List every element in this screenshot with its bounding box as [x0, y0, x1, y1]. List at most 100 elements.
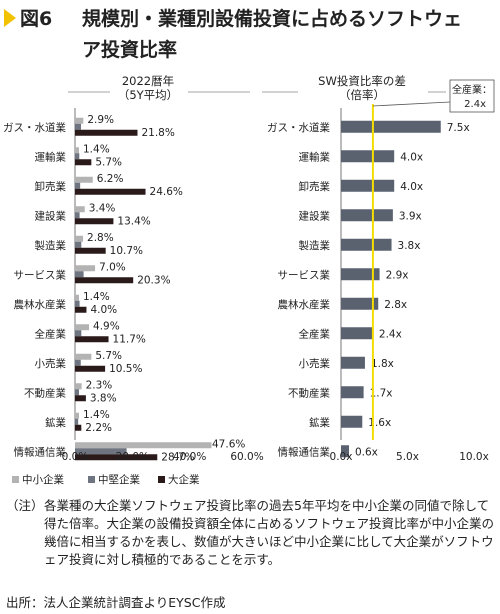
- reference-callout-value: 2.4x: [464, 99, 486, 110]
- left-bar-large: [75, 365, 106, 372]
- right-category-label: 情報通信業: [278, 445, 331, 458]
- ratio-value-label: 2.4x: [379, 328, 402, 340]
- left-bar-small: [75, 176, 93, 183]
- left-bar-large: [75, 218, 114, 225]
- ratio-bar: [341, 445, 349, 458]
- left-bar-small: [75, 206, 85, 213]
- left-value-label-large: 3.8%: [90, 392, 117, 404]
- left-category-label: 建設業: [35, 209, 67, 222]
- left-bar-mid: [75, 271, 84, 278]
- left-category-label: 運輸業: [35, 150, 67, 163]
- left-value-label-small: 2.9%: [87, 114, 114, 126]
- ratio-bar: [341, 209, 393, 222]
- ratio-value-label: 0.6x: [355, 446, 378, 458]
- figure-number: 図6: [20, 8, 53, 30]
- legend-swatch: [12, 476, 19, 483]
- figure-title-line2: ア投資比率: [82, 39, 178, 61]
- ratio-value-label: 7.5x: [447, 122, 470, 134]
- right-category-label: 鉱業: [309, 416, 330, 429]
- left-value-label-large: 24.6%: [150, 186, 183, 198]
- left-x-tick-label: 60.0%: [230, 451, 263, 463]
- left-value-label-small: 1.4%: [83, 409, 110, 421]
- left-bar-large: [75, 454, 158, 461]
- left-value-label-large: 10.5%: [109, 363, 142, 375]
- left-bar-small: [75, 383, 82, 390]
- ratio-value-label: 4.0x: [400, 151, 423, 163]
- ratio-bar: [341, 415, 363, 428]
- right-category-label: サービス業: [278, 268, 331, 281]
- ratio-value-label: 1.8x: [371, 358, 394, 370]
- legend-label: 中小企業: [22, 473, 64, 486]
- left-value-label-small: 5.7%: [95, 350, 122, 362]
- left-bar-mid: [75, 359, 81, 366]
- footnote-label: （注）: [6, 498, 44, 513]
- legend-swatch: [88, 476, 95, 483]
- ratio-bar: [341, 386, 364, 399]
- left-value-label-large: 10.7%: [110, 245, 143, 257]
- left-bar-mid: [75, 123, 82, 130]
- left-bar-large: [75, 395, 86, 402]
- left-bar-large: [75, 277, 134, 284]
- left-bar-mid: [75, 153, 80, 160]
- right-chart-title-line1: SW投資比率の差: [318, 74, 406, 88]
- left-bar-large: [75, 159, 92, 166]
- ratio-bar: [341, 268, 380, 281]
- ratio-bar: [341, 120, 441, 133]
- left-x-tick-label: 0.0%: [62, 451, 89, 463]
- left-value-label-small: 47.6%: [212, 438, 245, 450]
- left-value-label-large: 20.3%: [137, 274, 170, 286]
- right-category-label: 運輸業: [299, 150, 331, 163]
- left-bar-large: [75, 306, 87, 313]
- left-chart-title-line2: （5Y平均）: [118, 88, 178, 102]
- right-category-label: ガス・水道業: [267, 121, 330, 134]
- left-value-label-small: 1.4%: [83, 143, 110, 155]
- ratio-bar: [341, 356, 365, 369]
- right-category-label: 建設業: [299, 209, 331, 222]
- ratio-bar: [341, 297, 379, 310]
- figure-title-line1: 規模別・業種別設備投資に占めるソフトウェ: [82, 8, 463, 30]
- left-x-tick-label: 20.0%: [116, 451, 149, 463]
- right-category-label: 製造業: [299, 239, 331, 252]
- source-note: 出所：法人企業統計調査よりEYSC作成: [6, 595, 226, 610]
- right-category-label: 全産業: [299, 327, 331, 340]
- left-bar-small: [75, 147, 80, 154]
- left-value-label-large: 5.7%: [95, 156, 122, 168]
- left-value-label-small: 3.4%: [89, 202, 116, 214]
- right-bar-chart: SW投資比率の差（倍率） ガス・水道業 7.5x 運輸業 4.0x 卸売業 4.0x 建設業 3…: [262, 74, 495, 463]
- left-bar-small: [75, 442, 212, 449]
- left-bar-large: [75, 424, 82, 431]
- ratio-bar: [341, 150, 395, 163]
- triangle-marker-icon: [4, 9, 16, 27]
- left-value-label-small: 2.3%: [86, 379, 113, 391]
- left-bar-large: [75, 129, 138, 136]
- left-bar-mid: [75, 241, 82, 248]
- left-bar-small: [75, 117, 84, 124]
- reference-callout-label: 全産業：: [452, 83, 492, 96]
- left-bar-mid: [75, 212, 80, 219]
- left-category-label: 製造業: [35, 239, 67, 252]
- left-category-label: 全産業: [35, 327, 67, 340]
- left-value-label-large: 21.8%: [141, 127, 174, 139]
- right-category-label: 農林水産業: [278, 298, 331, 311]
- right-x-tick-label: 10.0x: [459, 451, 489, 463]
- left-bar-small: [75, 265, 96, 272]
- reference-callout-leader: [372, 101, 451, 107]
- left-category-label: 情報通信業: [14, 445, 67, 458]
- left-value-label-large: 13.4%: [117, 215, 150, 227]
- left-value-label-large: 28.7%: [161, 451, 194, 463]
- left-value-label-large: 4.0%: [90, 304, 117, 316]
- right-category-label: 不動産業: [288, 386, 330, 399]
- left-category-label: 鉱業: [45, 416, 66, 429]
- ratio-value-label: 1.7x: [370, 387, 393, 399]
- ratio-value-label: 3.9x: [399, 210, 422, 222]
- ratio-value-label: 1.6x: [368, 417, 391, 429]
- left-bar-large: [75, 188, 146, 195]
- ratio-value-label: 3.8x: [398, 240, 421, 252]
- figure-header: 図6 規模別・業種別設備投資に占めるソフトウェ ア投資比率: [0, 0, 500, 70]
- left-bar-small: [75, 412, 80, 419]
- right-x-tick-label: 5.0x: [396, 451, 419, 463]
- left-bar-mid: [75, 182, 81, 189]
- left-category-label: 卸売業: [35, 180, 67, 193]
- right-category-label: 小売業: [299, 357, 331, 370]
- left-bar-large: [75, 247, 106, 254]
